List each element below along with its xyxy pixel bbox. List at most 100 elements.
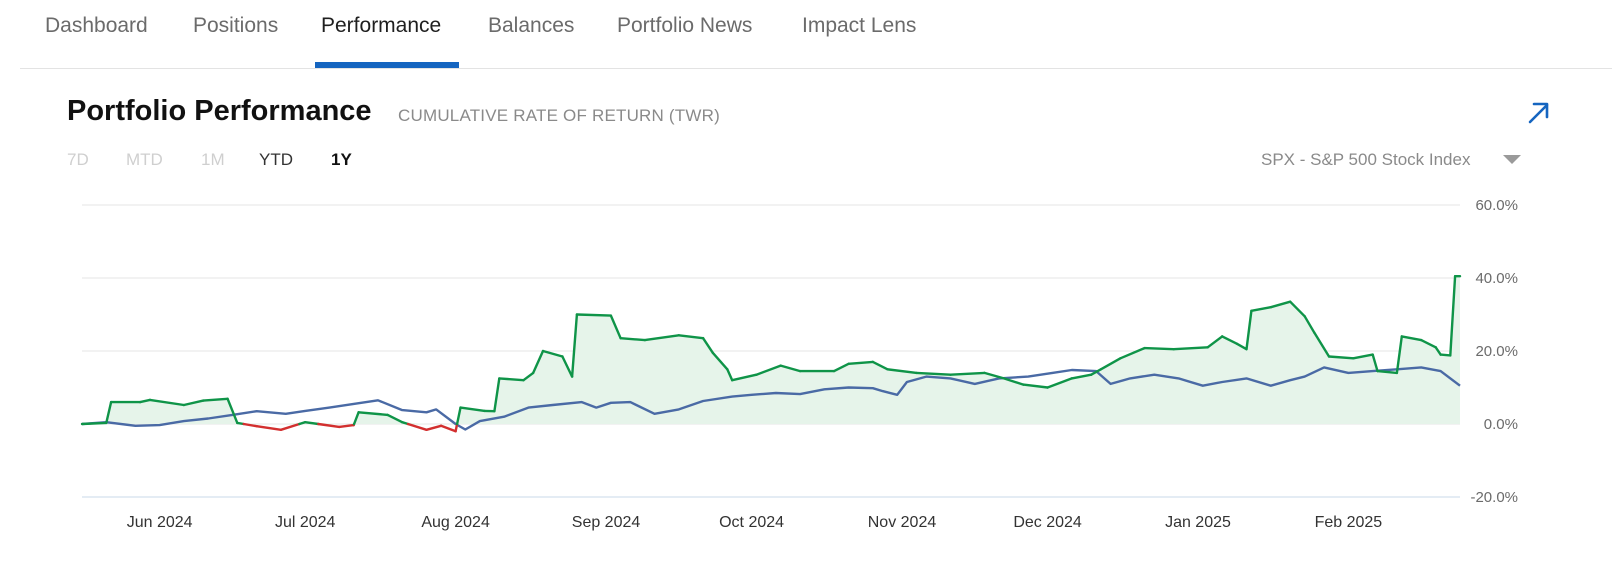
portfolio-line-segment <box>386 413 404 424</box>
x-tick-label: Aug 2024 <box>421 514 490 531</box>
portfolio-line-segment <box>148 398 186 407</box>
tab-portfolio-news[interactable]: Portfolio News <box>617 14 753 37</box>
portfolio-line-segment <box>561 355 574 378</box>
range-ytd[interactable]: YTD <box>259 150 293 169</box>
tab-impact-lens[interactable]: Impact Lens <box>802 14 917 37</box>
portfolio-line-segment <box>1143 346 1175 351</box>
portfolio-line-segment <box>570 313 579 378</box>
range-1m[interactable]: 1M <box>201 150 225 169</box>
portfolio-line-segment <box>1089 368 1103 376</box>
x-tick-label: Jul 2024 <box>275 514 336 531</box>
portfolio-line-segment <box>182 399 205 407</box>
portfolio-line-segment <box>1119 346 1146 360</box>
benchmark-select[interactable]: SPX - S&P 500 Stock Index <box>1261 150 1471 169</box>
page-title: Portfolio Performance <box>67 95 372 127</box>
x-tick-label: Jun 2024 <box>127 514 193 531</box>
portfolio-area <box>82 276 1460 424</box>
portfolio-line-segment <box>1250 305 1273 313</box>
portfolio-line-segment <box>532 349 545 375</box>
portfolio-line-segment <box>677 334 705 340</box>
tab-performance[interactable]: Performance <box>321 14 442 37</box>
portfolio-line-segment <box>1434 346 1442 356</box>
portfolio-line-segment <box>949 371 986 376</box>
portfolio-line-segment <box>1313 331 1331 358</box>
portfolio-line-segment <box>242 422 258 428</box>
range-1y[interactable]: 1Y <box>331 150 352 169</box>
y-axis-labels: 60.0% 40.0% 20.0% 0.0% -20.0% <box>1470 197 1518 506</box>
portfolio-line-segment <box>1419 338 1437 349</box>
x-tick-label: Dec 2024 <box>1013 514 1082 531</box>
portfolio-line-segment <box>575 313 613 317</box>
portfolio-line-segment <box>1206 335 1224 349</box>
portfolio-line-segment <box>459 406 486 413</box>
y-tick-label: 20.0% <box>1475 343 1518 360</box>
x-tick-label: Oct 2024 <box>719 514 784 531</box>
portfolio-line-segment <box>1002 377 1025 386</box>
portfolio-line-segment <box>80 421 108 426</box>
portfolio-line-segment <box>493 377 501 413</box>
portfolio-line-segment <box>701 336 714 355</box>
benchmark-series <box>81 366 1461 431</box>
portfolio-line-segment <box>779 364 802 373</box>
portfolio-line-segment <box>454 422 459 433</box>
portfolio-line-segment <box>871 360 889 371</box>
y-tick-label: 60.0% <box>1475 197 1518 214</box>
portfolio-line-segment <box>352 411 360 426</box>
portfolio-line-segment <box>1327 355 1355 360</box>
portfolio-line-segment <box>226 397 239 425</box>
portfolio-line-segment <box>609 314 622 340</box>
portfolio-line-segment <box>711 351 729 371</box>
x-tick-label: Jan 2025 <box>1165 514 1231 531</box>
tab-balances[interactable]: Balances <box>488 14 575 37</box>
x-tick-label: Feb 2025 <box>1315 514 1383 531</box>
portfolio-line-segment <box>1269 300 1292 309</box>
expand-icon[interactable] <box>1526 100 1552 126</box>
portfolio-line-segment <box>498 377 525 382</box>
range-7d[interactable]: 7D <box>67 150 89 169</box>
benchmark-line <box>81 366 1461 431</box>
portfolio-line-segment <box>886 368 918 375</box>
portfolio-area-fill <box>82 276 1460 424</box>
portfolio-line-segment <box>522 371 535 382</box>
caret-down-icon[interactable] <box>1503 155 1521 164</box>
portfolio-line-segment <box>406 422 428 432</box>
x-tick-label: Sep 2024 <box>572 514 641 531</box>
y-tick-label: 0.0% <box>1484 416 1518 433</box>
portfolio-line-segment <box>541 349 564 358</box>
portfolio-line-segment <box>731 373 758 382</box>
y-tick-label: 40.0% <box>1475 270 1518 287</box>
portfolio-line-segment <box>1303 315 1316 335</box>
portfolio-line-segment <box>1371 353 1379 373</box>
portfolio-line-segment <box>1376 369 1399 375</box>
portfolio-line-segment <box>1352 353 1374 360</box>
portfolio-line-segment <box>338 423 355 429</box>
portfolio-line-segment <box>1245 309 1253 351</box>
portfolio-line-segment <box>1022 383 1049 389</box>
portfolio-line-segment <box>1070 373 1093 380</box>
portfolio-line-segment <box>1046 377 1074 389</box>
portfolio-line-segment <box>1235 342 1248 351</box>
portfolio-line-segment <box>439 424 457 433</box>
portfolio-line-segment <box>755 364 782 376</box>
portfolio-line-segment <box>1288 300 1306 318</box>
portfolio-line-segment <box>202 397 229 402</box>
portfolio-series <box>80 274 1462 433</box>
portfolio-line-segment <box>832 362 850 373</box>
active-tab-indicator <box>315 62 459 68</box>
portfolio-line-segment <box>1400 335 1423 342</box>
performance-chart: 60.0% 40.0% 20.0% 0.0% -20.0% Jun 2024 Jul 20… <box>80 197 1518 531</box>
portfolio-line-segment <box>1439 353 1452 357</box>
portfolio-line-segment <box>983 371 1006 380</box>
portfolio-line-segment <box>279 422 301 432</box>
tab-dashboard[interactable]: Dashboard <box>45 14 148 37</box>
portfolio-line-segment <box>1449 274 1457 357</box>
portfolio-line-segment <box>1172 346 1209 351</box>
portfolio-line-segment <box>357 411 389 417</box>
portfolio-line-segment <box>1099 357 1122 371</box>
portfolio-line-segment <box>847 360 875 366</box>
portfolio-line-segment <box>619 336 646 342</box>
range-mtd[interactable]: MTD <box>126 150 163 169</box>
portfolio-line-segment <box>255 424 283 432</box>
tab-positions[interactable]: Positions <box>193 14 279 37</box>
tab-divider <box>20 68 1612 69</box>
